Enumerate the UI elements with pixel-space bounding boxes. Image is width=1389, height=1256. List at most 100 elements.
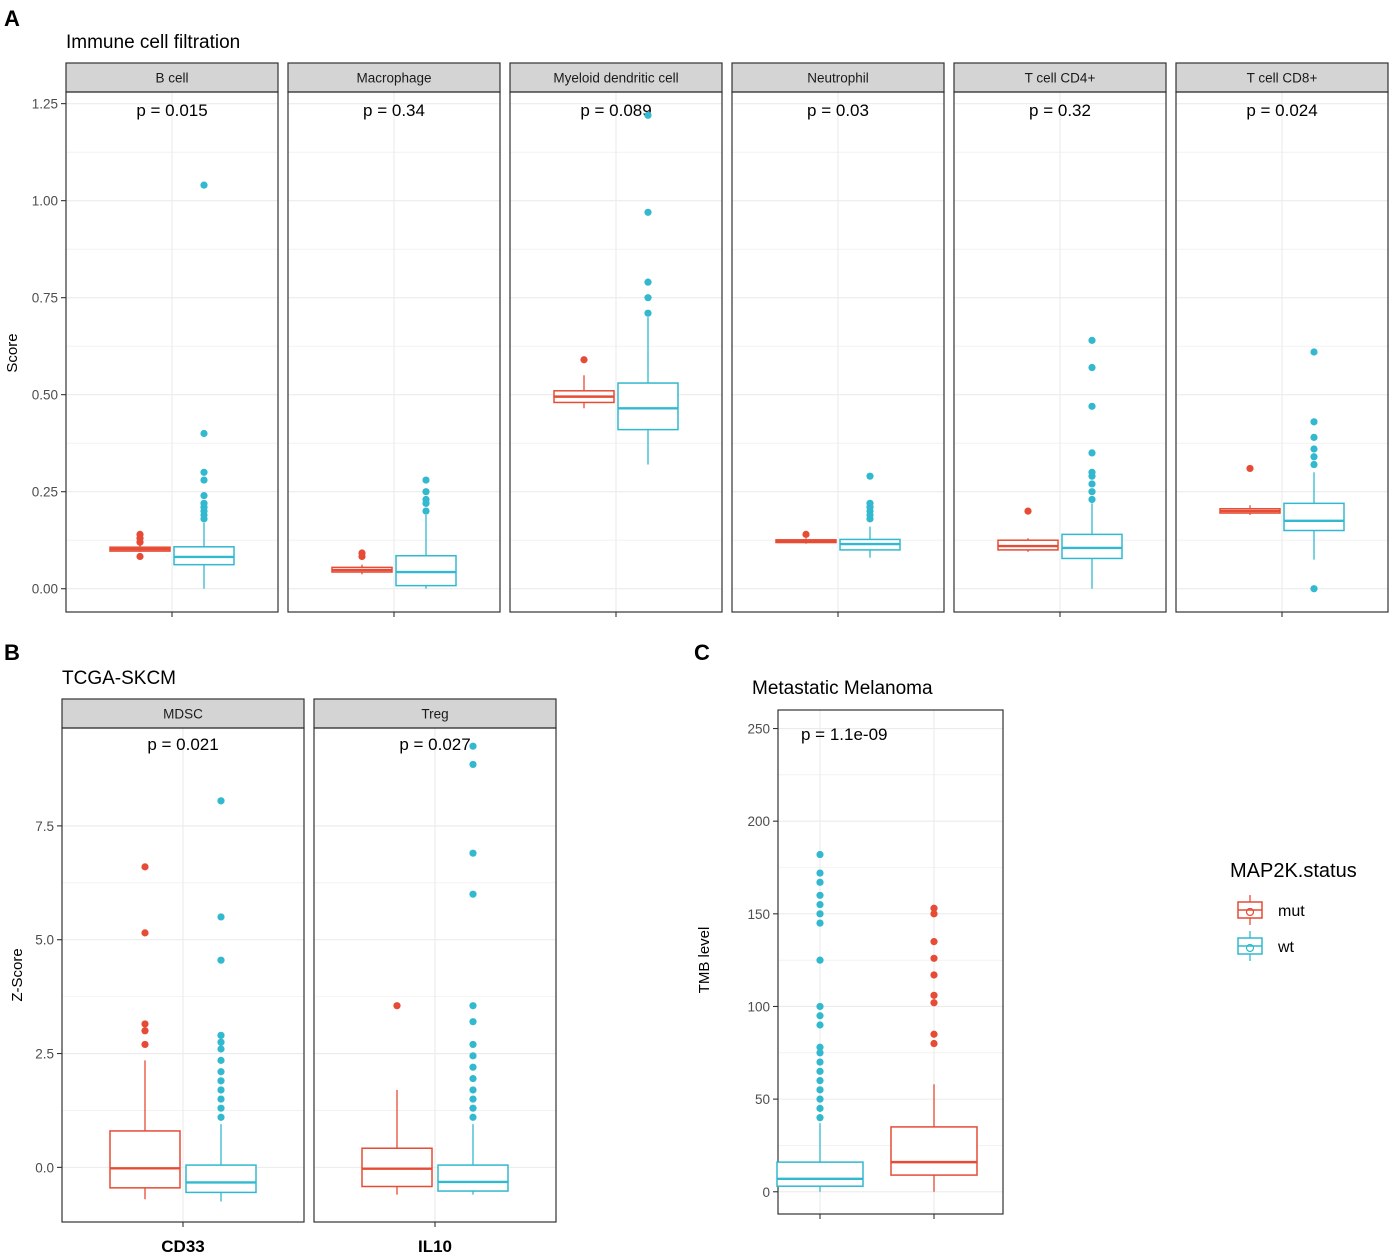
chart-c-ylabel: TMB level [696,927,713,994]
chart-a-facet-5-box-wt [1283,348,1345,593]
outlier-point [1088,468,1096,476]
facet-strip-label: Macrophage [356,71,431,86]
outlier-point [816,1058,824,1066]
outlier-point [469,1018,477,1026]
outlier-point [1310,460,1318,469]
outlier-point [469,1052,477,1060]
facet-strip [1175,62,1389,93]
outlier-point [816,1076,824,1085]
outlier-point [200,429,208,438]
p-value-label: p = 0.03 [807,101,869,120]
chart-a-facet-4-box-wt [1061,336,1123,589]
chart-a-ylabel: Score [4,333,21,372]
outlier-point [217,913,225,921]
panel-border [777,709,1004,1215]
box-iqr [890,1126,978,1176]
y-tick-label: 50 [755,1092,770,1107]
chart-b-facet-1-box-wt [437,742,509,1195]
outlier-point [469,1086,477,1094]
outlier-point [644,278,652,286]
x-category-label: CD33 [161,1237,204,1256]
facet-strip-label: B cell [155,71,188,86]
outlier-point [469,1113,477,1121]
facet-strip [287,62,501,93]
outlier-point [469,890,477,898]
outlier-point [469,849,477,857]
outlier-point [136,552,144,561]
outlier-point [866,499,874,507]
outlier-point [422,507,430,515]
outlier-point [200,491,208,500]
outlier-point [816,1049,824,1057]
outlier-point [930,910,938,918]
legend-key-mut-point [1245,907,1255,917]
outlier-point [469,1074,477,1083]
p-value-label: p = 0.024 [1246,101,1317,120]
x-category-label: IL10 [418,1237,452,1256]
y-tick-label: 100 [747,999,770,1014]
facet-strip-label: Neutrophil [807,71,869,86]
outlier-point [217,797,225,805]
outlier-point [1310,445,1318,453]
outlier-point [816,1095,824,1103]
facet-strip-label: Myeloid dendritic cell [553,71,678,86]
y-tick-label: 7.5 [35,819,54,834]
y-tick-label: 250 [747,722,770,737]
outlier-point [930,1039,938,1048]
box-iqr [1061,533,1123,560]
outlier-point [141,1020,149,1028]
chart-a-facet-2-facet: Myeloid dendritic cell p = 0.089 [509,62,723,617]
outlier-point [816,869,824,877]
chart-b-facet-1-facet: Treg p = 0.027 [313,698,557,1227]
outlier-point [217,1095,225,1103]
chart-a-facet-1-box-mut [331,549,393,575]
outlier-point [422,476,430,484]
outlier-point [816,910,824,918]
outlier-point [802,530,810,538]
outlier-point [1088,336,1096,344]
box-iqr [395,554,457,587]
p-value-label: p = 0.027 [399,735,470,754]
y-tick-label: 1.25 [32,97,58,112]
outlier-point [1310,418,1318,426]
outlier-point [1024,507,1032,515]
chart-a-facet-3-box-mut [775,530,837,544]
outlier-point [1088,495,1096,504]
outlier-point [217,1077,225,1085]
facet-strip-label: T cell CD8+ [1247,71,1318,86]
outlier-point [930,971,938,979]
outlier-point [816,956,824,964]
box-iqr [776,1161,864,1187]
outlier-point [816,878,824,886]
p-value-label: p = 0.34 [363,101,425,120]
panel-label-c: C [694,640,710,665]
chart-c-title: Metastatic Melanoma [752,678,933,699]
outlier-point [816,919,824,927]
y-tick-label: 0.00 [32,582,58,597]
chart-b-facet-0-facet: MDSC p = 0.021 0.0 2.5 5.0 7.5 [35,698,305,1227]
facet-strip [61,698,305,729]
facet-strip [953,62,1167,93]
legend-label-mut: mut [1278,903,1305,920]
chart-a-facet-1-facet: Macrophage p = 0.34 [287,62,501,617]
box-iqr [185,1164,257,1194]
box-iqr [617,382,679,431]
outlier-point [930,904,938,912]
chart-a-facet-1-box-wt [395,476,457,589]
outlier-point [930,938,938,946]
outlier-point [469,1063,477,1071]
outlier-point [217,1038,225,1046]
outlier-point [141,863,149,871]
outlier-point [469,742,477,750]
chart-a-facet-3-facet: Neutrophil p = 0.03 [731,62,945,617]
p-value-label: p = 0.089 [580,101,651,120]
outlier-point [644,208,652,216]
outlier-point [644,111,652,119]
legend: MAP2K.status mut wt [1230,860,1357,961]
chart-a-facet-0-box-mut [109,530,171,561]
legend-label-wt: wt [1277,939,1295,956]
outlier-point [1310,585,1318,593]
box-iqr [361,1147,433,1188]
outlier-point [217,1068,225,1076]
